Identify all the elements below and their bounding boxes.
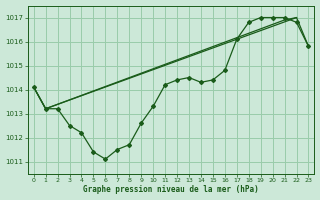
X-axis label: Graphe pression niveau de la mer (hPa): Graphe pression niveau de la mer (hPa) (83, 185, 259, 194)
